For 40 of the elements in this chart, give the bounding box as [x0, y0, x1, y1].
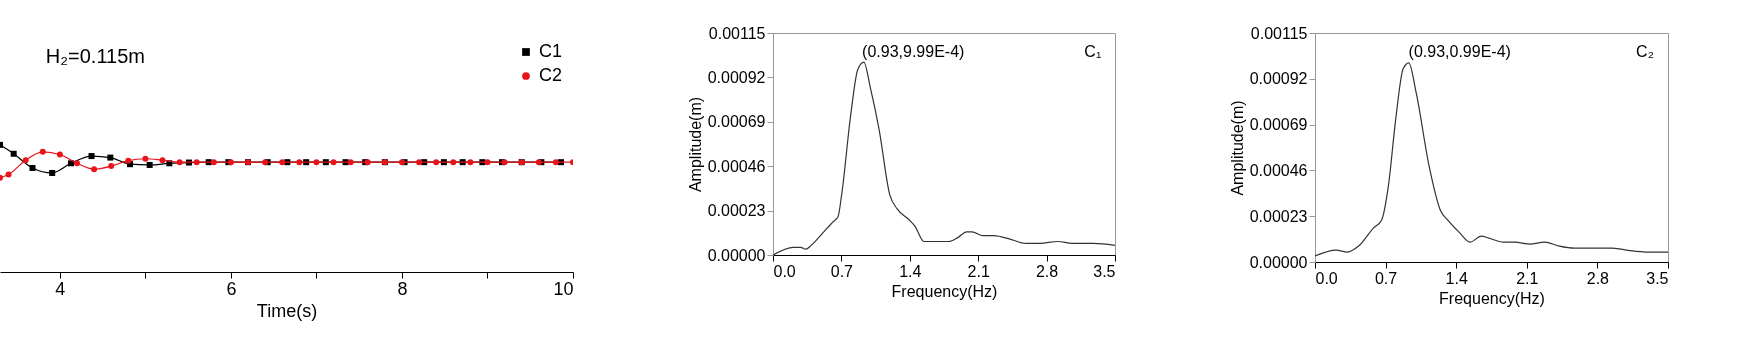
y-tick-label: 0.00069	[707, 113, 766, 131]
x-tick-label: 1.4	[899, 262, 922, 280]
x-tick-label: 0.7	[830, 262, 854, 280]
legend-label: C1	[539, 41, 563, 61]
text: H₂=0.115m	[45, 45, 145, 68]
x-tick-label: 0.7	[1374, 269, 1398, 287]
x-axis-title: Time(s)	[256, 300, 318, 321]
x-tick-label: 2.8	[1586, 269, 1610, 287]
x-tick-label: 2.1	[1516, 269, 1539, 287]
x-tick-label: 3.5	[1093, 262, 1116, 280]
y-tick-label: 0.00046	[707, 157, 766, 175]
y-tick-label: 0.00000	[707, 246, 766, 264]
annotation: C₁	[1084, 43, 1102, 61]
x-axis-title: Frequency(Hz)	[1439, 289, 1545, 307]
x-tick-label: 8	[397, 278, 408, 299]
x-tick-label: 3.5	[1646, 269, 1669, 287]
x-axis-title: Frequency(Hz)	[891, 282, 998, 300]
y-tick-label: 0.00023	[1249, 207, 1308, 225]
x-tick-label: 0.0	[773, 262, 796, 280]
x-tick-label: 2.8	[1035, 262, 1059, 280]
y-tick-label: 0.00092	[1249, 70, 1308, 88]
y-tick-label: 0.00115	[708, 24, 766, 42]
legend-label: C2	[539, 65, 563, 85]
annotation: (0.93,0.99E-4)	[1408, 43, 1511, 61]
x-tick-label: 0.0	[1315, 269, 1338, 287]
y-tick-label: 0.00069	[1249, 116, 1308, 134]
y-tick-label: 0.00115	[1250, 24, 1308, 42]
x-tick-label: 10	[553, 278, 574, 299]
y-tick-label: 0.00023	[707, 202, 766, 220]
y-tick-label: 0.00046	[1249, 161, 1308, 179]
x-tick-label: 4	[55, 278, 66, 299]
annotation: C₂	[1636, 43, 1654, 61]
y-axis-title: Amplitude(m)	[686, 96, 704, 193]
y-tick-label: 0.00092	[707, 68, 766, 86]
x-tick-label: 1.4	[1445, 269, 1468, 287]
y-axis-title: Amplitude(m)	[1228, 100, 1246, 196]
annotation: (0.93,9.99E-4)	[862, 43, 965, 61]
x-tick-label: 2.1	[967, 262, 990, 280]
y-tick-label: 0.00000	[1249, 253, 1308, 271]
x-tick-label: 6	[226, 278, 237, 299]
